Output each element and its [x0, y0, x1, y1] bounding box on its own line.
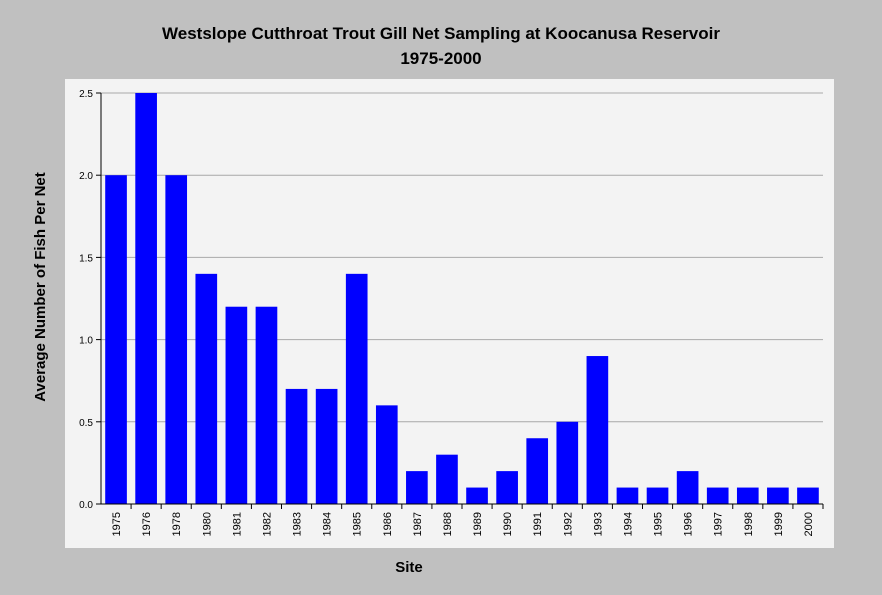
bar [586, 356, 609, 504]
bar [105, 175, 127, 504]
bar [767, 487, 789, 504]
x-tick-label: 1998 [743, 512, 755, 536]
x-tick-label: 1980 [201, 512, 213, 536]
x-tick-label: 1996 [683, 512, 695, 536]
x-tick-label: 1984 [322, 512, 334, 536]
x-tick-label: 1994 [622, 512, 634, 536]
chart-subtitle: 1975-2000 [400, 49, 481, 68]
bar [556, 421, 579, 504]
bar [406, 471, 428, 504]
x-tick-label: 1985 [352, 512, 364, 536]
y-tick-label: 0.5 [79, 418, 93, 429]
axes [96, 92, 824, 509]
x-tick-label: 1987 [412, 512, 424, 536]
bar [436, 454, 458, 504]
x-tick-label: 1981 [231, 512, 243, 536]
x-tick-label: 1990 [502, 512, 514, 536]
bar [225, 306, 248, 504]
y-tick-labels: 0.0 0.5 1.0 1.5 2.0 2.5 [79, 89, 93, 511]
x-tick-label: 1982 [261, 512, 273, 536]
bar [135, 93, 157, 504]
bar [345, 273, 368, 504]
y-tick-label: 1.0 [79, 336, 93, 347]
bar [375, 405, 398, 504]
x-tick-label: 1992 [562, 512, 574, 536]
bar [285, 388, 308, 504]
y-tick-label: 1.5 [79, 253, 93, 264]
x-tick-label: 1993 [592, 512, 604, 536]
x-tick-label: 1978 [171, 512, 183, 536]
x-axis-label: Site [395, 559, 423, 576]
bar [616, 487, 639, 504]
x-tick-label: 1983 [292, 512, 304, 536]
x-tick-label: 1986 [382, 512, 394, 536]
x-tick-label: 1989 [472, 512, 484, 536]
chart-title: Westslope Cutthroat Trout Gill Net Sampl… [162, 24, 720, 43]
bar [165, 175, 188, 504]
bar [797, 487, 819, 504]
bar [706, 487, 729, 504]
y-tick-label: 2.5 [79, 89, 93, 100]
x-tick-labels: 1975 1976 1978 1980 1981 1982 1983 1984 1985 1986… [111, 512, 815, 536]
x-tick-label: 1991 [532, 512, 544, 536]
bar [255, 306, 278, 504]
x-tick-label: 1988 [442, 512, 454, 536]
bar [195, 273, 218, 504]
y-tick-label: 2.0 [79, 171, 93, 182]
x-tick-label: 1999 [773, 512, 785, 536]
bar [736, 487, 759, 504]
bar [676, 471, 699, 504]
x-tick-label: 1976 [141, 512, 153, 536]
bar [646, 487, 669, 504]
x-tick-label: 1997 [713, 512, 725, 536]
bar [496, 471, 518, 504]
y-tick-label: 0.0 [79, 500, 93, 511]
bar [315, 388, 338, 504]
bar [466, 487, 488, 504]
bars [105, 93, 819, 504]
y-axis-label: Average Number of Fish Per Net [32, 172, 49, 402]
x-tick-label: 1975 [111, 512, 123, 536]
bar [526, 438, 549, 504]
x-tick-label: 1995 [653, 512, 665, 536]
x-tick-label: 2000 [803, 512, 815, 536]
